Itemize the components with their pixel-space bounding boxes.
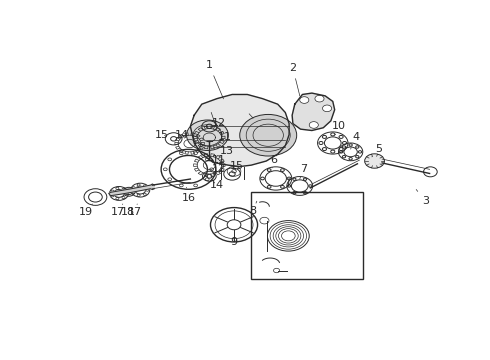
Text: 15: 15 <box>155 130 169 140</box>
Text: 18: 18 <box>121 207 135 217</box>
Text: 3: 3 <box>416 189 429 206</box>
Text: 14: 14 <box>175 130 189 140</box>
Circle shape <box>240 114 297 156</box>
Circle shape <box>187 120 228 150</box>
Text: 19: 19 <box>79 204 93 217</box>
Text: 9: 9 <box>230 237 238 247</box>
Bar <box>251 192 363 279</box>
Text: 1: 1 <box>206 60 223 99</box>
Text: 17: 17 <box>128 204 143 217</box>
Circle shape <box>309 122 318 128</box>
Circle shape <box>322 105 332 112</box>
Text: 5: 5 <box>372 144 382 157</box>
Text: 11: 11 <box>212 155 226 165</box>
Text: 4: 4 <box>351 132 359 149</box>
Polygon shape <box>190 94 289 167</box>
Text: 8: 8 <box>249 201 257 216</box>
Polygon shape <box>109 184 154 195</box>
Text: 12: 12 <box>212 118 226 128</box>
Text: 12: 12 <box>212 164 226 174</box>
Text: 11: 11 <box>218 132 232 143</box>
Text: 10: 10 <box>332 121 346 135</box>
Text: 17: 17 <box>110 204 124 217</box>
Circle shape <box>315 95 324 102</box>
Text: 15: 15 <box>230 161 244 171</box>
Polygon shape <box>292 93 335 131</box>
Circle shape <box>300 97 309 103</box>
Text: 6: 6 <box>270 155 277 168</box>
Text: 13: 13 <box>220 146 233 156</box>
Text: 7: 7 <box>300 164 307 179</box>
Circle shape <box>365 154 385 168</box>
Text: 16: 16 <box>181 187 196 203</box>
Text: 14: 14 <box>210 180 224 190</box>
Text: 2: 2 <box>289 63 300 96</box>
